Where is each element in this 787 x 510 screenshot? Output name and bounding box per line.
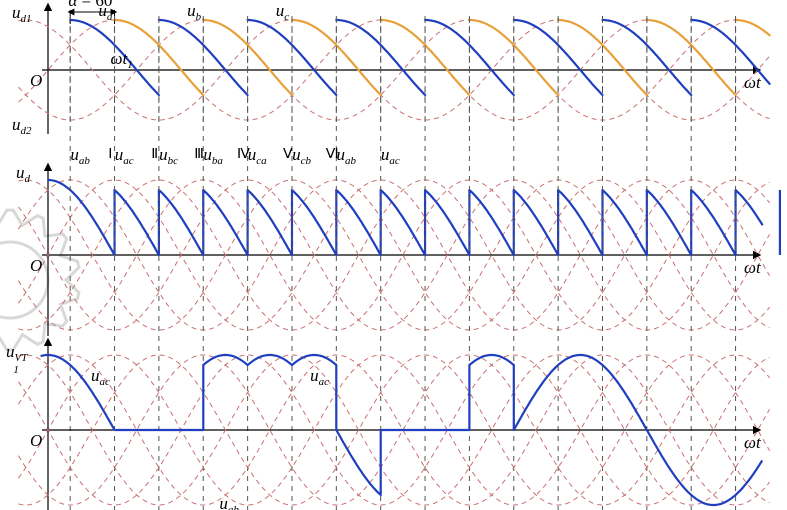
origin-top: O [30, 71, 42, 90]
line-label-ca-4: uca [248, 145, 267, 167]
figure-container: ud1ud2Oωtα = 60°uaubucωt1 udOωtⅠuabⅡuacⅢ… [0, 0, 787, 510]
label-uvt1: uVT1 [6, 342, 28, 376]
roman-1: Ⅰ [108, 147, 112, 162]
line-label-ac-7: uac [381, 145, 400, 167]
line-label-ba-3: uba [203, 145, 223, 167]
origin-mid: O [30, 256, 42, 275]
uab-label: uab [219, 494, 239, 510]
phase-label-b: ub [187, 1, 202, 23]
line-label-cb-5: ucb [292, 145, 311, 167]
roman-2: Ⅱ [151, 147, 158, 162]
xaxis-label-bot: ωt [744, 433, 762, 452]
alpha-label: α = 60° [68, 0, 119, 10]
xaxis-label-mid: ωt [744, 258, 762, 277]
gear-watermark [0, 210, 79, 350]
label-ud2: ud2 [12, 115, 32, 137]
uac-label-1: uac [91, 366, 110, 388]
uac-label-2: uac [310, 366, 329, 388]
line-label-ac-1: uac [115, 145, 134, 167]
waveform-figure: ud1ud2Oωtα = 60°uaubucωt1 udOωtⅠuabⅡuacⅢ… [0, 0, 787, 510]
phase-label-c: uc [276, 1, 290, 23]
line-label-bc-2: ubc [159, 145, 178, 167]
panel-uvt1: uVT1 Oωt uac uac uab [6, 341, 770, 510]
omega-t1-label: ωt1 [111, 49, 133, 71]
label-ud: ud [16, 163, 31, 185]
label-ud1: ud1 [12, 3, 32, 25]
xaxis-label-top: ωt [744, 73, 762, 92]
line-label-ab-0: uab [70, 145, 90, 167]
panel-ud1-ud2: ud1ud2Oωtα = 60°uaubucωt1 [12, 0, 770, 137]
origin-bot: O [30, 431, 42, 450]
line-label-ab-6: uab [337, 145, 357, 167]
